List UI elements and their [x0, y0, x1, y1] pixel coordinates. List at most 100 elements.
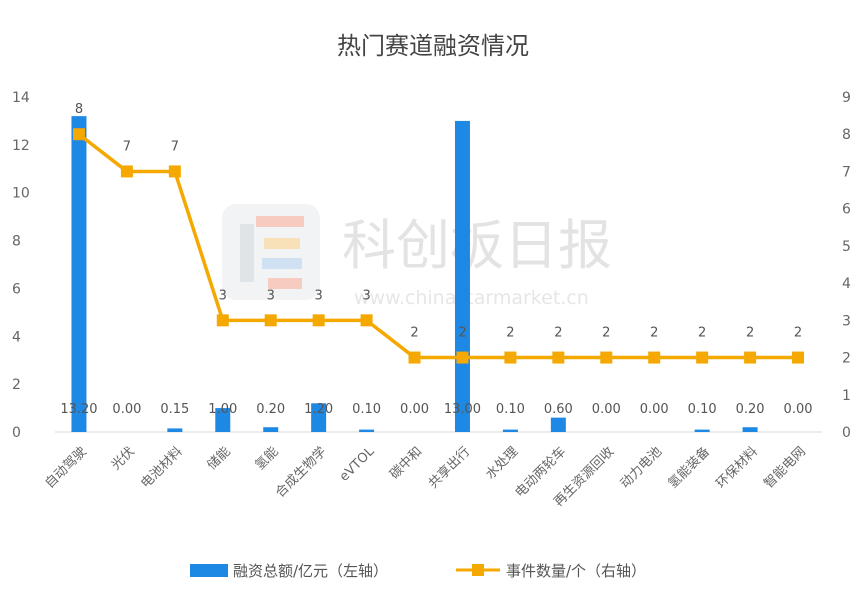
category-label: 电池材料: [138, 444, 185, 491]
left-tick-label: 14: [12, 90, 30, 106]
line-value-label: 3: [219, 288, 227, 303]
line-marker: [408, 351, 421, 364]
bar-value-label: 0.10: [352, 402, 381, 417]
bar-value-label: 0.20: [256, 402, 285, 417]
line-marker: [360, 314, 373, 327]
line-value-label: 7: [171, 139, 179, 154]
bar-value-label: 0.00: [784, 402, 813, 417]
legend-line-label: 事件数量/个（右轴）: [506, 562, 646, 580]
category-label: 合成生物学: [272, 444, 329, 501]
category-label: 氢能: [253, 444, 282, 473]
category-label: 环保材料: [714, 444, 761, 491]
right-tick-label: 8: [842, 127, 851, 143]
line-marker: [696, 351, 709, 364]
category-label: 自动驾驶: [42, 444, 89, 491]
line-value-label: 2: [410, 326, 418, 341]
bar-value-label: 0.10: [496, 402, 525, 417]
right-tick-label: 1: [842, 388, 851, 404]
left-tick-label: 4: [12, 329, 21, 345]
bar: [167, 428, 183, 432]
bar: [694, 429, 710, 432]
category-label: 共享出行: [425, 444, 473, 492]
watermark-text: 科创板日报: [342, 214, 612, 277]
left-tick-label: 6: [12, 281, 21, 297]
chart-title: 热门赛道融资情况: [337, 32, 529, 60]
legend-bar-swatch: [190, 564, 228, 577]
right-tick-label: 2: [842, 351, 851, 367]
line-marker: [312, 314, 325, 327]
bar-value-label: 13.00: [444, 402, 481, 417]
right-tick-label: 4: [842, 276, 851, 292]
line-value-label: 3: [315, 288, 323, 303]
bar: [71, 116, 87, 433]
left-y-axis: 0 2 4 6 8 10 12 14: [12, 90, 30, 441]
right-tick-label: 3: [842, 313, 851, 329]
bar: [454, 120, 470, 432]
line-value-label: 3: [267, 288, 275, 303]
right-tick-label: 7: [842, 164, 851, 180]
line-value-label: 2: [602, 326, 610, 341]
bar: [550, 417, 566, 432]
bar-value-label: 1.20: [304, 402, 333, 417]
bar: [502, 429, 518, 432]
line-value-label: 2: [794, 326, 802, 341]
watermark-url: www.chinastarmarket.cn: [354, 287, 589, 309]
left-tick-label: 12: [12, 138, 30, 154]
line-value-label: 2: [650, 326, 658, 341]
line-marker: [792, 351, 805, 364]
category-label: 光伏: [109, 444, 138, 473]
left-tick-label: 2: [12, 377, 21, 393]
line-value-label: 3: [362, 288, 370, 303]
right-tick-label: 6: [842, 202, 851, 218]
line-marker: [600, 351, 613, 364]
watermark: 科创板日报 www.chinastarmarket.cn: [222, 204, 612, 309]
line-value-label: 2: [458, 326, 466, 341]
data-labels: 13.20 0.00 0.15 1.00 0.20 1.20 0.10 0.00 13.00 0.…: [60, 102, 812, 417]
bar-value-label: 0.00: [400, 402, 429, 417]
line-marker: [504, 351, 517, 364]
bar-value-label: 0.00: [640, 402, 669, 417]
category-label: 储能: [205, 444, 234, 473]
bar-value-label: 0.15: [160, 402, 189, 417]
line-value-label: 2: [698, 326, 706, 341]
right-y-axis: 0 1 2 3 4 5 6 7 8 9: [842, 90, 851, 441]
bar-value-label: 0.00: [112, 402, 141, 417]
line-value-label: 7: [123, 139, 131, 154]
left-tick-label: 0: [12, 425, 21, 441]
line-series: [72, 128, 805, 364]
right-tick-label: 5: [842, 239, 851, 255]
bar: [742, 427, 758, 432]
bar: [215, 408, 231, 432]
bar-value-label: 0.60: [544, 402, 573, 417]
right-tick-label: 0: [842, 425, 851, 441]
line-marker: [744, 351, 757, 364]
category-label: 碳中和: [387, 444, 425, 482]
line-value-label: 8: [75, 102, 83, 117]
watermark-logo-icon: [222, 204, 320, 300]
line-value-label: 2: [746, 326, 754, 341]
category-label: 氢能装备: [665, 444, 713, 492]
bar-value-label: 0.00: [592, 402, 621, 417]
line-value-label: 2: [506, 326, 514, 341]
left-tick-label: 10: [12, 186, 30, 202]
right-tick-label: 9: [842, 90, 851, 106]
legend-bar-label: 融资总额/亿元（左轴）: [233, 562, 388, 580]
category-label: 水处理: [483, 444, 521, 482]
line-value-label: 2: [554, 326, 562, 341]
line-marker: [552, 351, 565, 364]
event-count-line: [77, 132, 799, 360]
line-marker: [264, 314, 277, 327]
bar-value-label: 0.10: [688, 402, 717, 417]
bar-value-label: 0.20: [736, 402, 765, 417]
left-tick-label: 8: [12, 234, 21, 250]
line-marker: [216, 314, 229, 327]
bar-value-label: 1.00: [208, 402, 237, 417]
line-marker: [456, 351, 469, 364]
line-marker: [168, 165, 181, 178]
line-marker: [648, 351, 661, 364]
category-label: 智能电网: [761, 444, 808, 491]
legend-line-marker: [472, 564, 484, 576]
bar: [263, 427, 279, 432]
